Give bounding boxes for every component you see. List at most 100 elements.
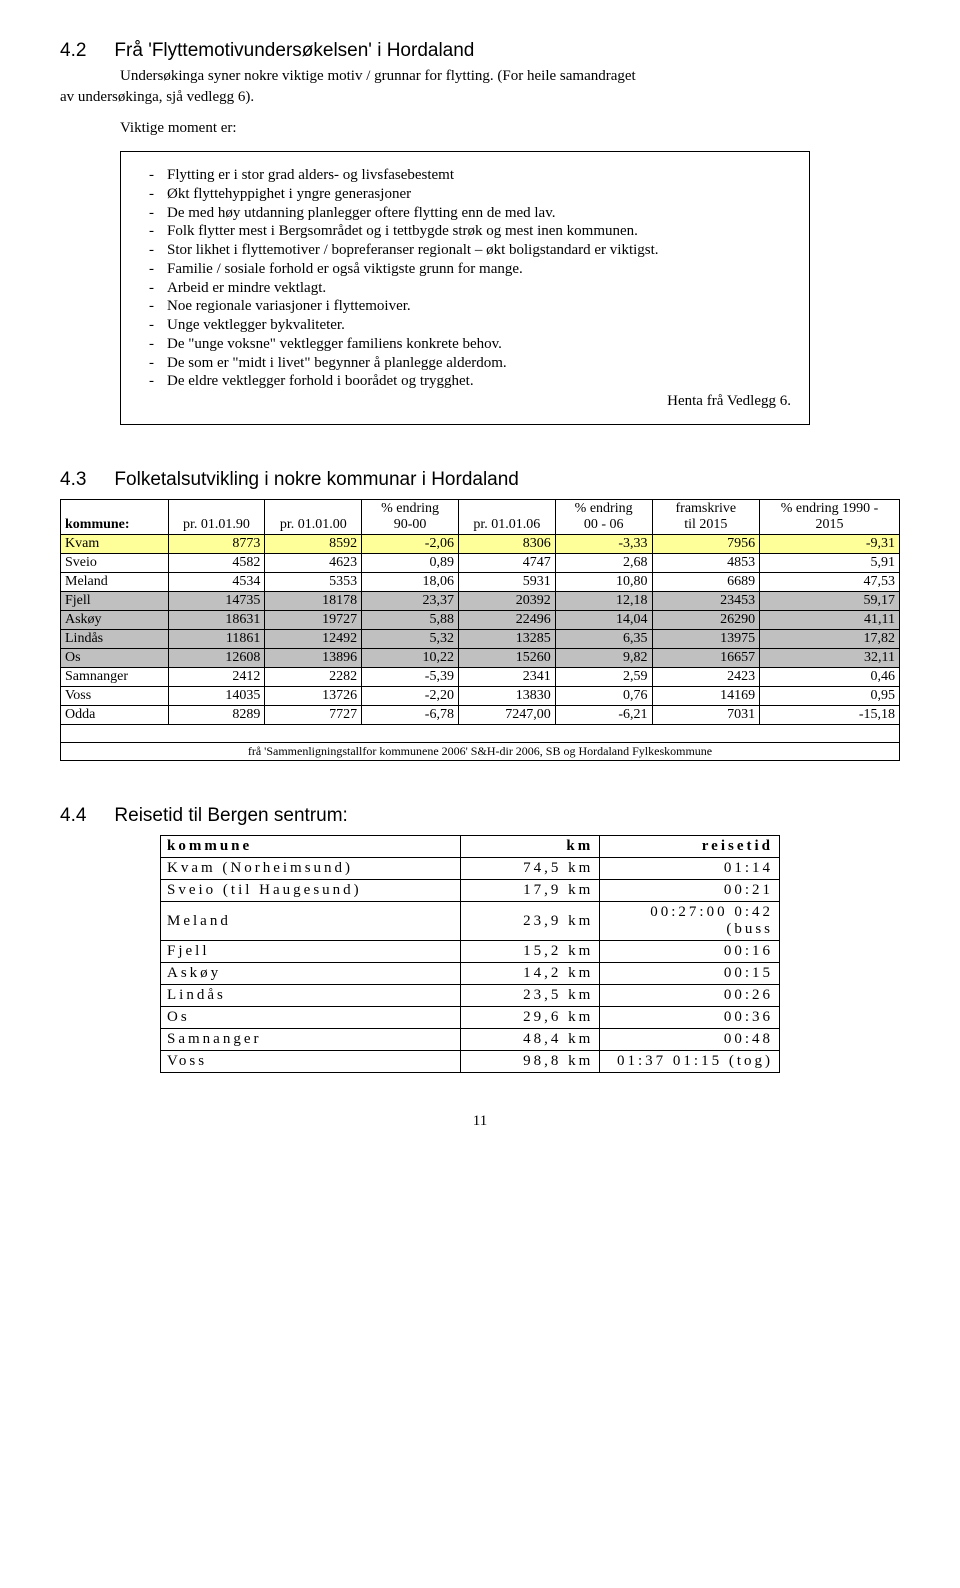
- table-cell: 2,68: [555, 554, 652, 573]
- section-4-2-title: Frå 'Flyttemotivundersøkelsen' i Hordala…: [114, 40, 474, 61]
- table-cell: 8592: [265, 535, 362, 554]
- table-cell: 7247,00: [458, 706, 555, 725]
- table-cell: 17,9 km: [460, 880, 600, 902]
- section-4-4-heading: 4.4Reisetid til Bergen sentrum:: [60, 805, 900, 827]
- table-cell: 7031: [652, 706, 760, 725]
- table-cell: 13285: [458, 630, 555, 649]
- table-cell: 10,80: [555, 573, 652, 592]
- table-cell: 4853: [652, 554, 760, 573]
- section-4-3-heading: 4.3 Folketalsutvikling i nokre kommunar i…: [60, 469, 900, 491]
- t43-header: pr. 01.01.90: [168, 500, 265, 535]
- table-row: Kvam87738592-2,068306-3,337956-9,31: [61, 535, 900, 554]
- table-cell: 9,82: [555, 649, 652, 668]
- table-cell: 7956: [652, 535, 760, 554]
- table-cell: 15260: [458, 649, 555, 668]
- table-cell: 12,18: [555, 592, 652, 611]
- table-cell: 5,91: [760, 554, 900, 573]
- table-row: Samnanger24122282-5,3923412,5924230,46: [61, 668, 900, 687]
- table-cell: 5353: [265, 573, 362, 592]
- section-4-2-heading: 4.2Frå 'Flyttemotivundersøkelsen' i Hord…: [60, 40, 900, 62]
- bullet-item: Folk flytter mest i Bergsområdet og i te…: [167, 222, 791, 241]
- table-row: Os29,6 km00:36: [161, 1007, 780, 1029]
- bullet-item: Arbeid er mindre vektlagt.: [167, 279, 791, 298]
- table-cell: 15,2 km: [460, 941, 600, 963]
- table-cell: Sveio (til Haugesund): [161, 880, 461, 902]
- table-cell: Kvam (Norheimsund): [161, 858, 461, 880]
- table-cell: 00:15: [600, 963, 780, 985]
- table-cell: 12608: [168, 649, 265, 668]
- table-cell: Voss: [61, 687, 169, 706]
- bullet-item: Unge vektlegger bykvaliteter.: [167, 316, 791, 335]
- table-cell: 13975: [652, 630, 760, 649]
- table-cell: 2423: [652, 668, 760, 687]
- table-cell: 2341: [458, 668, 555, 687]
- table-cell: 29,6 km: [460, 1007, 600, 1029]
- table-cell: 14,04: [555, 611, 652, 630]
- table-row: Fjell147351817823,372039212,182345359,17: [61, 592, 900, 611]
- table-cell: 00:48: [600, 1029, 780, 1051]
- table-cell: 8289: [168, 706, 265, 725]
- table-cell: 00:27:00 0:42 (buss: [600, 902, 780, 941]
- table-cell: 4582: [168, 554, 265, 573]
- table-cell: 00:21: [600, 880, 780, 902]
- table-row: Sveio458246230,8947472,6848535,91: [61, 554, 900, 573]
- table-cell: 0,76: [555, 687, 652, 706]
- bullet-item: Økt flyttehyppighet i yngre generasjoner: [167, 185, 791, 204]
- table-cell: 48,4 km: [460, 1029, 600, 1051]
- table-cell: 22496: [458, 611, 555, 630]
- table-cell: 2412: [168, 668, 265, 687]
- table-cell: 16657: [652, 649, 760, 668]
- table-row: Fjell15,2 km00:16: [161, 941, 780, 963]
- t44-header: reisetid: [600, 836, 780, 858]
- table-cell: 11861: [168, 630, 265, 649]
- table-row: Askøy14,2 km00:15: [161, 963, 780, 985]
- table-cell: 4534: [168, 573, 265, 592]
- table-cell: 2282: [265, 668, 362, 687]
- table-row: Askøy18631197275,882249614,042629041,11: [61, 611, 900, 630]
- t43-header: kommune:: [61, 500, 169, 535]
- table-cell: -2,06: [362, 535, 459, 554]
- table-cell: 12492: [265, 630, 362, 649]
- t43-header: % endring90-00: [362, 500, 459, 535]
- bullet-box: Flytting er i stor grad alders- og livsf…: [120, 151, 810, 425]
- bullet-item: De "unge voksne" vektlegger familiens ko…: [167, 335, 791, 354]
- table-row: Odda82897727-6,787247,00-6,217031-15,18: [61, 706, 900, 725]
- t43-header: % endring 1990 -2015: [760, 500, 900, 535]
- bullet-item: Flytting er i stor grad alders- og livsf…: [167, 166, 791, 185]
- table-cell: -5,39: [362, 668, 459, 687]
- table-cell: Voss: [161, 1051, 461, 1073]
- table-row: Lindås11861124925,32132856,351397517,82: [61, 630, 900, 649]
- table-row: Meland23,9 km00:27:00 0:42 (buss: [161, 902, 780, 941]
- sub-intro: Viktige moment er:: [120, 120, 900, 137]
- table-row: Kvam (Norheimsund)74,5 km01:14: [161, 858, 780, 880]
- table-cell: 5,32: [362, 630, 459, 649]
- table-cell: Odda: [61, 706, 169, 725]
- table-cell: 00:26: [600, 985, 780, 1007]
- table-cell: 8773: [168, 535, 265, 554]
- bullet-item: Familie / sosiale forhold er også viktig…: [167, 260, 791, 279]
- table-cell: 4623: [265, 554, 362, 573]
- table-cell: Os: [61, 649, 169, 668]
- table-cell: 4747: [458, 554, 555, 573]
- t44-header: km: [460, 836, 600, 858]
- bullet-item: De som er "midt i livet" begynner å plan…: [167, 354, 791, 373]
- intro-line-2: av undersøkinga, sjå vedlegg 6).: [60, 89, 900, 106]
- table-cell: 32,11: [760, 649, 900, 668]
- table-cell: Sveio: [61, 554, 169, 573]
- box-source: Henta frå Vedlegg 6.: [139, 393, 791, 410]
- table-4-3-wrap: kommune:pr. 01.01.90pr. 01.01.00% endrin…: [60, 499, 900, 761]
- bullet-item: Stor likhet i flyttemotiver / bopreferan…: [167, 241, 791, 260]
- table-cell: -3,33: [555, 535, 652, 554]
- t43-header: pr. 01.01.06: [458, 500, 555, 535]
- table-cell: -6,21: [555, 706, 652, 725]
- table-cell: Meland: [161, 902, 461, 941]
- table-cell: 13726: [265, 687, 362, 706]
- table-4-4-wrap: kommunekmreisetidKvam (Norheimsund)74,5 …: [160, 835, 900, 1073]
- table-cell: 20392: [458, 592, 555, 611]
- table-cell: 13830: [458, 687, 555, 706]
- table-cell: 59,17: [760, 592, 900, 611]
- section-4-3-number: 4.3: [60, 469, 86, 490]
- section-4-3-title: Folketalsutvikling i nokre kommunar i Ho…: [114, 469, 518, 490]
- table-cell: -2,20: [362, 687, 459, 706]
- table-cell: 0,95: [760, 687, 900, 706]
